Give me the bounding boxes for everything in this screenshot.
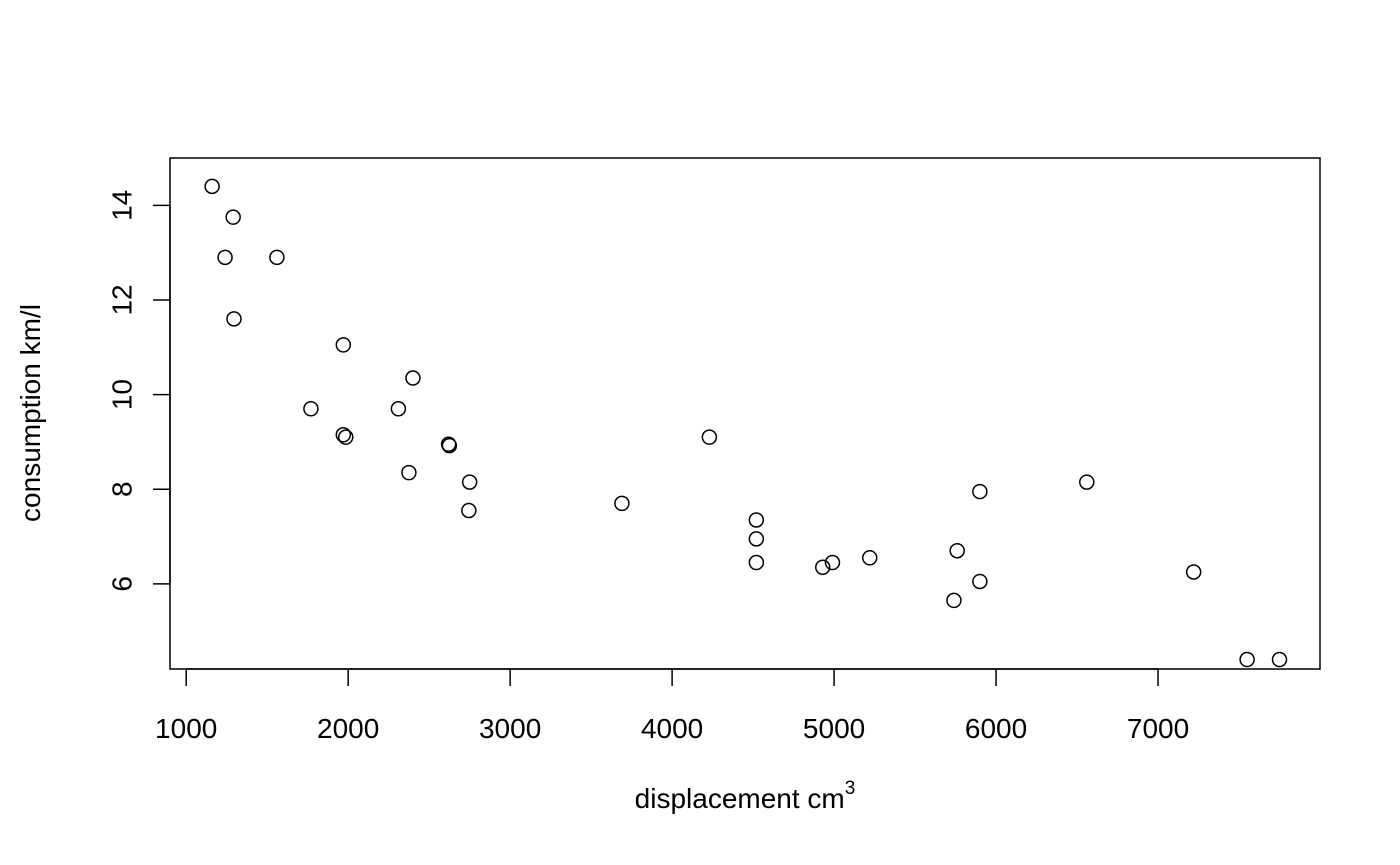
data-point <box>972 483 988 500</box>
data-point <box>1271 651 1288 668</box>
data-point <box>401 464 417 481</box>
data-point <box>204 178 220 195</box>
data-point <box>946 592 962 609</box>
data-point <box>337 429 354 445</box>
data-point <box>972 573 988 590</box>
data-point <box>748 554 765 571</box>
data-point <box>748 531 765 547</box>
data-points <box>204 178 1288 668</box>
data-point <box>1185 564 1202 580</box>
data-point <box>614 495 630 512</box>
data-point <box>335 337 352 353</box>
data-point <box>303 401 319 417</box>
x-axis-label-main: displacement cm <box>635 783 845 814</box>
data-point <box>269 249 285 266</box>
y-tick-label: 12 <box>107 284 138 315</box>
y-tick-label: 8 <box>107 481 138 497</box>
y-tick-label: 10 <box>107 379 138 410</box>
data-point <box>701 429 718 445</box>
plot-frame <box>169 157 1321 670</box>
y-tick-label: 14 <box>107 190 138 221</box>
data-point <box>405 370 421 386</box>
x-tick-label: 2000 <box>317 713 379 744</box>
data-point <box>461 474 478 490</box>
data-point <box>1079 474 1095 490</box>
x-tick-label: 7000 <box>1127 713 1189 744</box>
data-point <box>861 550 878 566</box>
data-point <box>461 502 477 519</box>
data-point <box>226 311 242 327</box>
y-tick-label: 6 <box>107 576 138 592</box>
x-tick-label: 1000 <box>155 713 217 744</box>
x-tick-label: 5000 <box>803 713 865 744</box>
data-point <box>748 512 765 528</box>
data-point <box>1239 651 1255 668</box>
data-point <box>217 249 233 266</box>
x-axis: 1000 2000 3000 4000 5000 6000 7000 <box>155 668 1189 744</box>
x-tick-label: 3000 <box>479 713 541 744</box>
data-point <box>390 401 407 417</box>
data-point <box>949 542 965 559</box>
x-tick-label: 4000 <box>641 713 703 744</box>
x-axis-label-superscript: 3 <box>845 778 856 799</box>
data-point <box>335 427 352 443</box>
x-tick-label: 6000 <box>965 713 1027 744</box>
data-point <box>814 559 831 576</box>
data-point <box>441 437 458 454</box>
data-point <box>824 554 841 571</box>
x-axis-label: displacement cm3 <box>635 778 856 814</box>
y-axis: 6 8 10 12 14 <box>107 190 171 592</box>
data-point <box>225 209 241 225</box>
y-axis-label: consumption km/l <box>15 304 46 522</box>
